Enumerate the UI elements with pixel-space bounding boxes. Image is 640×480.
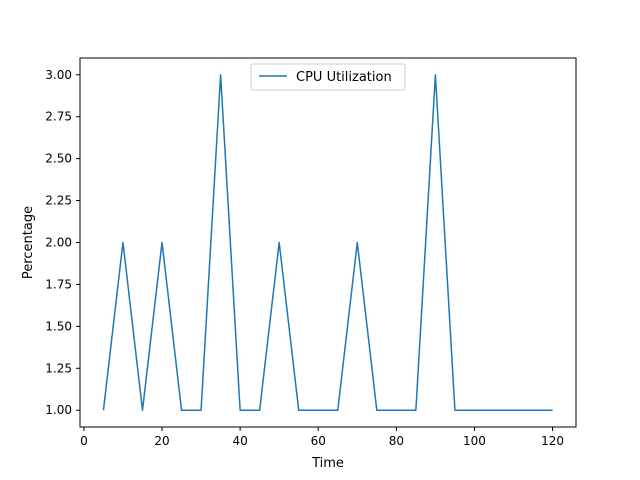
x-tick-label: 40 (232, 434, 247, 448)
y-axis-ticks: 1.00 1.25 1.50 1.75 2.00 2.25 2.50 2.75 3.00 (45, 68, 80, 417)
x-tick-label: 80 (389, 434, 404, 448)
series-line-0 (102, 74, 553, 411)
y-tick-label: 2.75 (45, 110, 72, 124)
plot-area-frame (79, 57, 577, 428)
y-axis-label: Percentage (21, 206, 36, 279)
legend-entry-cpu-utilization: CPU Utilization (296, 70, 392, 85)
y-tick-label: 3.00 (45, 68, 72, 82)
y-tick-label: 1.75 (45, 277, 72, 291)
y-tick-label: 1.00 (45, 403, 72, 417)
x-axis-label: Time (311, 456, 344, 471)
legend-box (250, 63, 406, 91)
legend: CPU Utilization (250, 63, 406, 91)
x-tick-label: 100 (463, 434, 486, 448)
x-tick-label: 20 (154, 434, 169, 448)
y-tick-label: 1.25 (45, 361, 72, 375)
x-tick-label: 0 (80, 434, 88, 448)
y-tick-label: 2.50 (45, 152, 72, 166)
y-tick-label: 2.25 (45, 194, 72, 208)
x-tick-label: 60 (311, 434, 326, 448)
y-tick-label: 1.50 (45, 319, 72, 333)
x-tick-label: 120 (541, 434, 564, 448)
y-tick-label: 2.00 (45, 236, 72, 250)
series-layer (102, 74, 553, 411)
x-axis-ticks: 0 20 40 60 80 100 120 (80, 427, 564, 448)
